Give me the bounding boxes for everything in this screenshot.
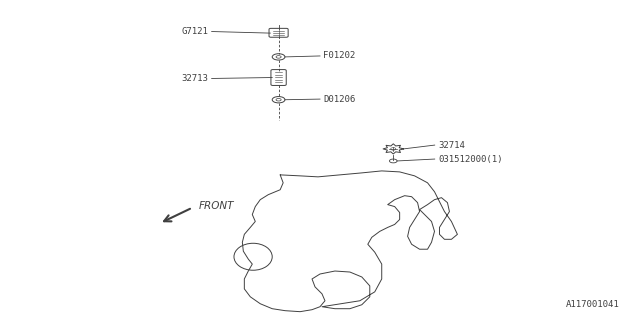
FancyBboxPatch shape	[271, 69, 286, 85]
Text: D01206: D01206	[323, 95, 355, 104]
Text: 031512000(1): 031512000(1)	[438, 155, 502, 164]
Text: A117001041: A117001041	[566, 300, 620, 309]
Text: 32713: 32713	[182, 74, 209, 83]
Polygon shape	[383, 144, 403, 154]
FancyBboxPatch shape	[269, 28, 288, 37]
Text: F01202: F01202	[323, 52, 355, 60]
Text: 32714: 32714	[438, 140, 465, 149]
Text: G7121: G7121	[182, 27, 209, 36]
Ellipse shape	[234, 243, 272, 270]
Text: FRONT: FRONT	[199, 201, 234, 211]
